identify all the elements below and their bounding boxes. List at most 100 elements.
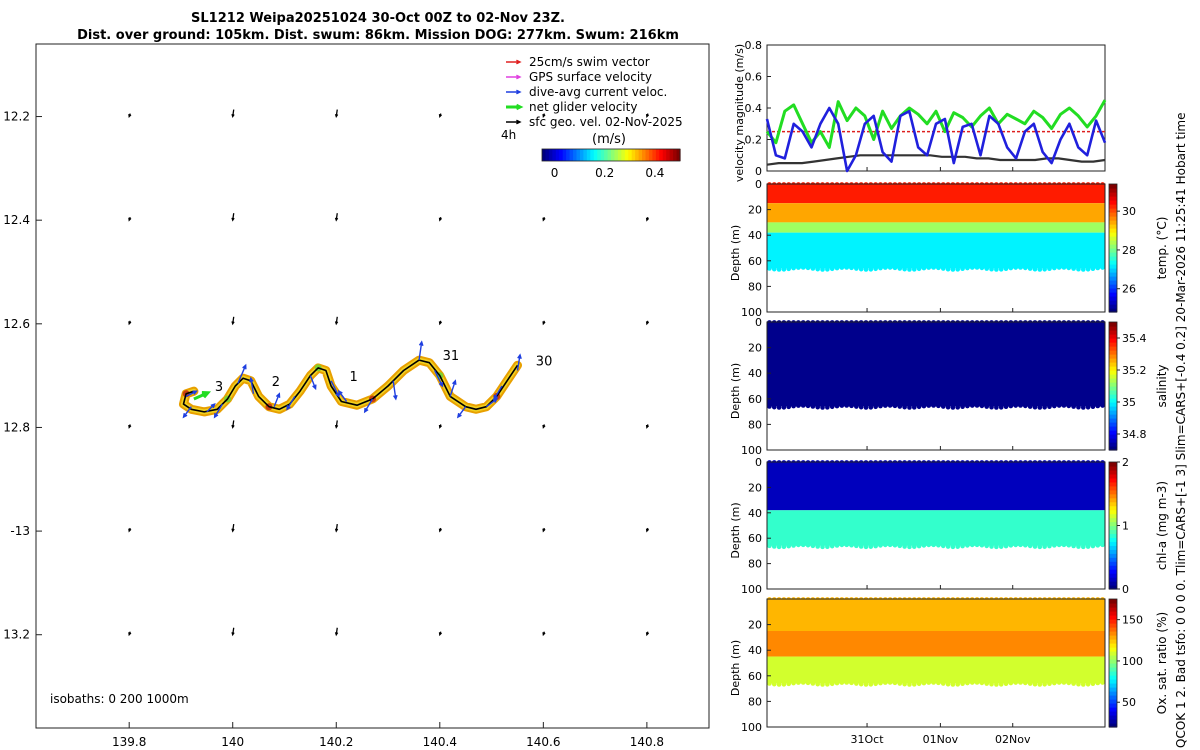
- profile-dive-bottom: [907, 682, 912, 687]
- profile-dive-bottom: [1042, 544, 1047, 549]
- profile-dive-bottom: [902, 544, 907, 549]
- profile-dive-top: [984, 597, 990, 603]
- profile-dive-top: [1017, 460, 1024, 466]
- profile-dive-bottom: [868, 682, 874, 687]
- profile-dive-top: [786, 597, 792, 603]
- profile-dive-top: [1056, 460, 1062, 466]
- colorbar-cell: [604, 149, 609, 161]
- geo-velocity-arrow: [438, 216, 443, 222]
- profile-dive-top: [1013, 320, 1019, 326]
- colorbar-cell: [635, 149, 640, 161]
- profile-dive-top: [781, 460, 787, 466]
- profile-dive-bottom: [805, 680, 811, 686]
- profile-dive-top: [906, 182, 913, 188]
- profile-dive-bottom: [1032, 404, 1038, 410]
- profile-dive-top: [926, 182, 932, 188]
- profile-colorbar-cell: [1109, 334, 1117, 339]
- geo-velocity-arrow: [542, 631, 546, 637]
- profile-dive-bottom: [815, 266, 820, 272]
- day-label: 30: [536, 354, 553, 369]
- profile-colorbar-cell: [1109, 280, 1117, 285]
- profile-dive-top: [930, 182, 937, 188]
- profile-colorbar-tick-label: 0: [1122, 583, 1129, 596]
- profile-dive-bottom: [989, 681, 994, 687]
- profile-colorbar-cell: [1109, 462, 1117, 467]
- profile-dive-bottom: [868, 405, 874, 410]
- profile-colorbar-tick-label: 34.8: [1122, 428, 1147, 441]
- colorbar-cell: [666, 149, 671, 161]
- profile-colorbar-cell: [1109, 284, 1117, 289]
- profile-dive-bottom: [1032, 266, 1038, 272]
- geo-velocity-arrow: [438, 631, 443, 637]
- profile-dive-bottom: [1013, 680, 1018, 685]
- profile-dive-bottom: [974, 680, 980, 685]
- profile-dive-bottom: [771, 404, 777, 410]
- time-tick-label: 02Nov: [995, 733, 1031, 746]
- profile-dive-top: [974, 597, 980, 603]
- profile-colorbar-cell: [1109, 719, 1117, 724]
- profile-colorbar-cell: [1109, 212, 1117, 217]
- profile-y-tick-label: 40: [748, 367, 762, 380]
- profile-colorbar-frame: [1108, 183, 1118, 313]
- profile-dive-bottom: [931, 542, 936, 548]
- profile-dive-top: [815, 182, 821, 188]
- map-x-tick-label: 139.8: [112, 735, 146, 749]
- colorbar-cell: [642, 149, 647, 161]
- profile-dive-top: [974, 460, 980, 466]
- profile-colorbar-cell: [1109, 272, 1117, 277]
- profile-dive-bottom: [965, 680, 970, 686]
- profile-colorbar-cell: [1109, 184, 1117, 189]
- profile-dive-bottom: [1085, 404, 1091, 410]
- profile-dive-top: [800, 182, 806, 188]
- profile-dive-bottom: [887, 403, 893, 408]
- profile-dive-bottom: [839, 680, 845, 685]
- profile-colorbar-cell: [1109, 192, 1117, 197]
- profile-dive-top: [974, 320, 980, 326]
- profile-dive-bottom: [892, 680, 898, 686]
- colorbar-cell: [593, 149, 598, 161]
- profile-dive-bottom: [849, 542, 854, 548]
- profile-ylabel: Depth (m): [729, 502, 742, 558]
- profile-colorbar-cell: [1109, 659, 1117, 664]
- profile-dive-top: [964, 182, 970, 188]
- profile-dive-bottom: [950, 682, 956, 687]
- profile-dive-bottom: [965, 403, 970, 409]
- profile-dive-bottom: [839, 265, 845, 270]
- profile-dive-top: [1085, 460, 1091, 466]
- profile-dive-bottom: [1018, 403, 1023, 408]
- profile-dive-bottom: [1100, 265, 1105, 270]
- colorbar-cell: [562, 149, 567, 161]
- profile-colorbar-cell: [1109, 208, 1117, 213]
- profile-colorbar-cell: [1109, 236, 1117, 241]
- profile-dive-top: [1051, 597, 1057, 603]
- profile-dive-bottom: [940, 404, 946, 409]
- colorbar-cell: [638, 149, 643, 161]
- profile-colorbar-frame: [1108, 321, 1118, 451]
- profile-colorbar-cell: [1109, 220, 1117, 225]
- profile-dive-bottom: [800, 680, 806, 685]
- profile-dive-top: [887, 597, 893, 603]
- profile-dive-bottom: [998, 405, 1004, 410]
- profile-dive-top: [829, 460, 835, 466]
- profile-dive-top: [955, 182, 961, 188]
- profile-colorbar-cell: [1109, 358, 1117, 363]
- profile-y-tick-label: 20: [748, 619, 762, 632]
- profile-dive-top: [1046, 460, 1053, 466]
- profile-dive-bottom: [829, 681, 835, 687]
- current-arrow: [286, 396, 296, 411]
- profile-panel-temp: 0 20 40 60 80 100 Depth (m) 26 28 30 temp. (°C): [729, 178, 1169, 319]
- profile-dive-bottom: [1037, 682, 1043, 687]
- profile-colorbar-cell: [1109, 627, 1117, 632]
- profile-colorbar-cell: [1109, 639, 1117, 644]
- colorbar-cell: [659, 149, 664, 161]
- profile-dive-bottom: [834, 543, 840, 548]
- profile-colorbar-cell: [1109, 525, 1117, 531]
- profile-dive-top: [1042, 460, 1048, 466]
- profile-dive-bottom: [1003, 266, 1009, 272]
- profile-y-tick-label: 20: [748, 481, 762, 494]
- profile-colorbar-label: chl-a (mg m-3): [1155, 481, 1169, 570]
- profile-dive-top: [1032, 597, 1038, 603]
- profile-dive-top: [959, 182, 966, 188]
- profile-dive-bottom: [936, 403, 941, 409]
- profile-dive-bottom: [849, 403, 854, 409]
